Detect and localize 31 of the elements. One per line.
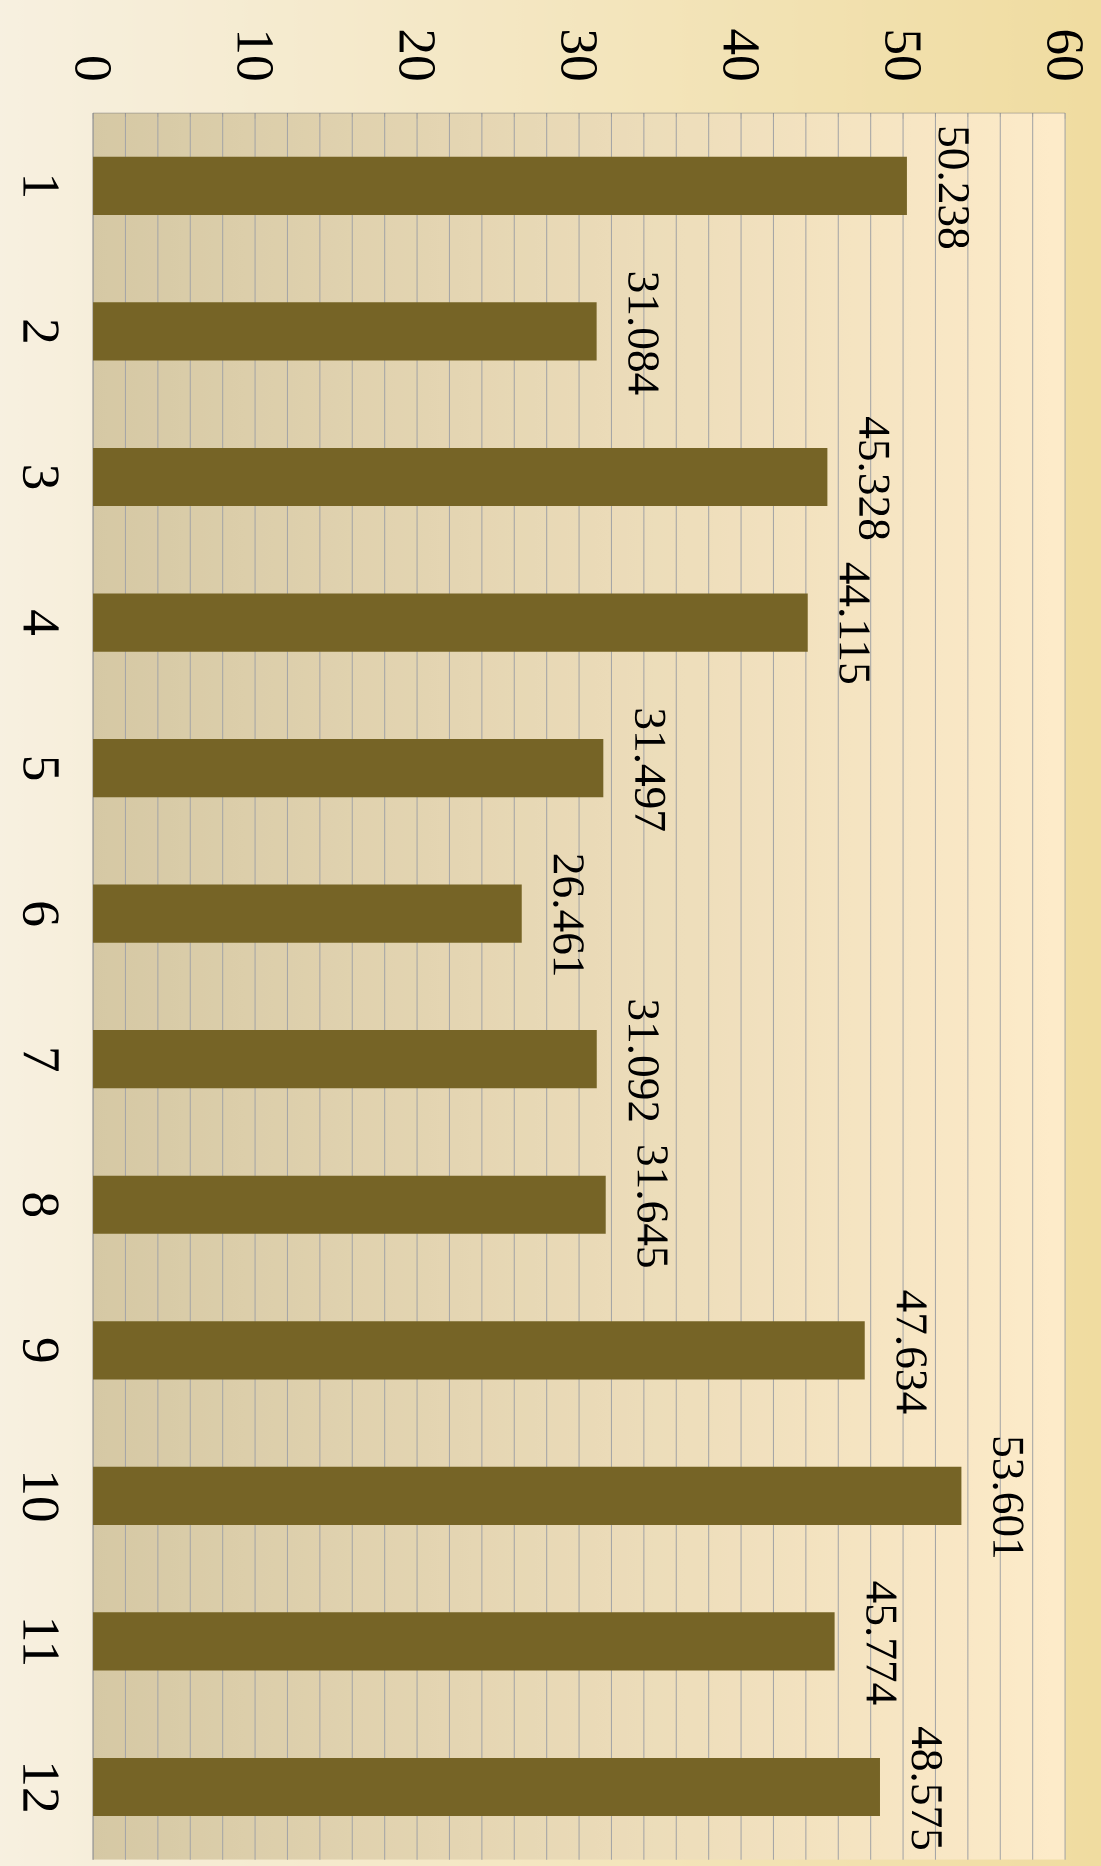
y-tick-label: 10 xyxy=(22,1473,59,1521)
y-tick-label: 11 xyxy=(23,1620,59,1664)
data-label: 26.461 xyxy=(553,854,584,975)
data-label: 31.092 xyxy=(628,1000,659,1121)
data-label: 45.774 xyxy=(865,1581,897,1705)
data-label: 31.084 xyxy=(628,272,659,395)
data-label: 44.115 xyxy=(839,562,870,683)
data-label: 48.575 xyxy=(911,1727,943,1850)
y-tick-label: 5 xyxy=(23,757,59,780)
x-tick-label: 10 xyxy=(237,33,274,80)
y-tick-label: 6 xyxy=(22,902,59,926)
y-tick-label: 7 xyxy=(23,1049,59,1072)
y-tick-label: 12 xyxy=(23,1765,59,1811)
data-label: 31.497 xyxy=(634,709,666,831)
x-tick-label: 30 xyxy=(561,30,598,80)
data-label: 45.328 xyxy=(858,417,890,540)
x-tick-label: 50 xyxy=(885,31,922,80)
data-label: 50.238 xyxy=(938,127,970,249)
y-tick-label: 8 xyxy=(22,1193,59,1217)
x-tick-label: 20 xyxy=(399,30,436,80)
y-tick-label: 1 xyxy=(23,177,59,196)
y-tick-label: 4 xyxy=(23,610,59,636)
data-label: 31.645 xyxy=(637,1146,668,1267)
y-tick-label: 9 xyxy=(22,1338,59,1362)
data-label: 53.601 xyxy=(992,1437,1024,1558)
x-tick-label: 60 xyxy=(1047,30,1084,80)
x-tick-label: 0 xyxy=(75,57,112,80)
y-tick-label: 3 xyxy=(22,466,59,489)
data-label: 47.634 xyxy=(896,1290,927,1414)
y-tick-label: 2 xyxy=(23,320,59,342)
x-tick-label: 40 xyxy=(723,29,760,80)
